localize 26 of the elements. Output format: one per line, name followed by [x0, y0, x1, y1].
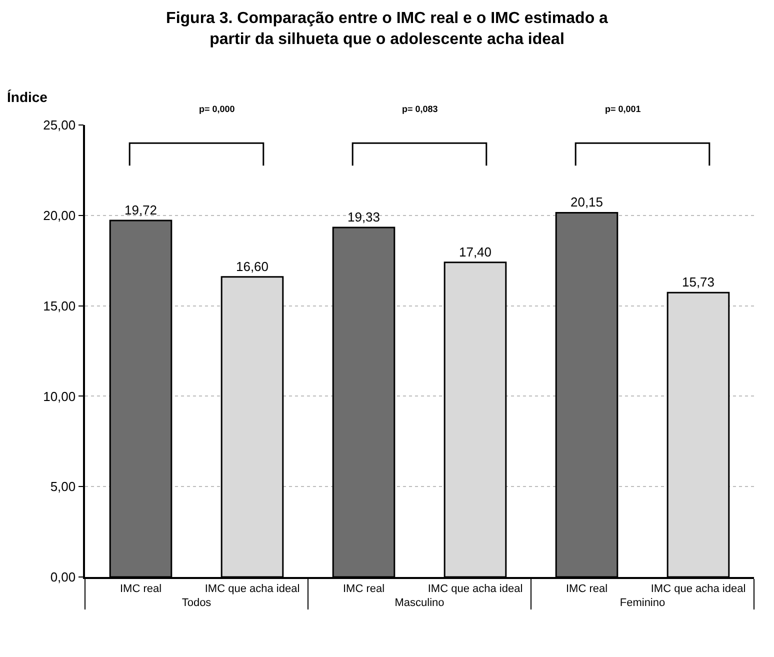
- y-tick-label: 0,00: [50, 570, 76, 585]
- y-tick-label: 5,00: [50, 479, 76, 494]
- x-tick-label: Feminino: [620, 596, 666, 609]
- text: IMC real: [342, 582, 385, 595]
- x-tick-label: Masculino: [394, 596, 444, 609]
- data-label: 19,33: [347, 210, 380, 225]
- x-tick-label: Todos: [182, 596, 212, 609]
- data-label: 20,15: [570, 194, 604, 210]
- text: p= 0,083: [402, 104, 438, 114]
- y-tick-label: 15,00: [43, 298, 76, 314]
- text: IMC que acha ideal: [650, 582, 746, 595]
- y-tick-label: 10,00: [43, 388, 76, 404]
- series-label: IMC que acha ideal: [204, 582, 300, 595]
- series-label: IMC real: [120, 582, 162, 595]
- text: p= 0,001: [605, 104, 641, 114]
- text: p= 0,000: [199, 104, 235, 114]
- chart-title: Figura 3. Comparação entre o IMC real e o IMC estimado a partir da silhueta que o adolescente acha ideal: [166, 10, 608, 48]
- data-label: 19,72: [124, 202, 158, 218]
- data-label: 15,73: [682, 274, 715, 290]
- text: IMC que acha ideal: [428, 582, 523, 595]
- data-label: 16,60: [236, 258, 269, 274]
- data-label: 17,40: [458, 244, 492, 260]
- text: IMC real: [566, 582, 608, 595]
- y-axis-title: Índice: [7, 89, 48, 105]
- y-tick-label: 20,00: [43, 208, 76, 223]
- y-tick-label: 25,00: [43, 118, 76, 133]
